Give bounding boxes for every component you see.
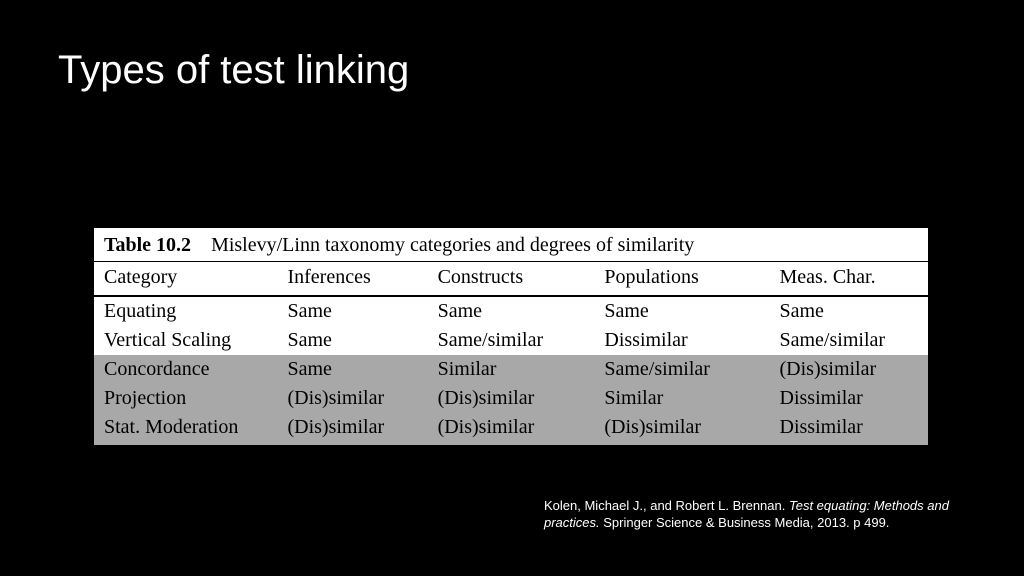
- cell: Same: [770, 296, 929, 326]
- slide-title: Types of test linking: [58, 48, 409, 93]
- table-row: Stat. Moderation (Dis)similar (Dis)simil…: [94, 413, 928, 446]
- table-row: Equating Same Same Same Same: [94, 296, 928, 326]
- cell: (Dis)similar: [770, 355, 929, 384]
- cell: Similar: [428, 355, 595, 384]
- cell: (Dis)similar: [277, 384, 427, 413]
- cell: Dissimilar: [770, 384, 929, 413]
- col-inferences: Inferences: [277, 262, 427, 297]
- table-row: Concordance Same Similar Same/similar (D…: [94, 355, 928, 384]
- col-meas-char: Meas. Char.: [770, 262, 929, 297]
- col-constructs: Constructs: [428, 262, 595, 297]
- col-populations: Populations: [594, 262, 769, 297]
- cell: Stat. Moderation: [94, 413, 277, 446]
- cell: Same/similar: [428, 326, 595, 355]
- cell: (Dis)similar: [428, 384, 595, 413]
- table-caption: Table 10.2 Mislevy/Linn taxonomy categor…: [94, 228, 928, 261]
- table-header-row: Category Inferences Constructs Populatio…: [94, 262, 928, 297]
- taxonomy-table: Category Inferences Constructs Populatio…: [94, 261, 928, 446]
- citation: Kolen, Michael J., and Robert L. Brennan…: [544, 497, 964, 532]
- cell: Same: [428, 296, 595, 326]
- table-caption-text: Mislevy/Linn taxonomy categories and deg…: [211, 234, 694, 256]
- cell: Similar: [594, 384, 769, 413]
- cell: Equating: [94, 296, 277, 326]
- cell: Same/similar: [770, 326, 929, 355]
- col-category: Category: [94, 262, 277, 297]
- cell: (Dis)similar: [277, 413, 427, 446]
- cell: Same/similar: [594, 355, 769, 384]
- cell: Dissimilar: [594, 326, 769, 355]
- table-caption-label: Table 10.2: [104, 234, 191, 256]
- citation-rest: Springer Science & Business Media, 2013.…: [600, 515, 890, 530]
- cell: Same: [277, 296, 427, 326]
- cell: Concordance: [94, 355, 277, 384]
- cell: Same: [594, 296, 769, 326]
- cell: Same: [277, 355, 427, 384]
- cell: Dissimilar: [770, 413, 929, 446]
- cell: (Dis)similar: [428, 413, 595, 446]
- table-row: Vertical Scaling Same Same/similar Dissi…: [94, 326, 928, 355]
- cell: Same: [277, 326, 427, 355]
- cell: (Dis)similar: [594, 413, 769, 446]
- table-caption-spacer: [196, 234, 206, 256]
- citation-authors: Kolen, Michael J., and Robert L. Brennan…: [544, 498, 789, 513]
- cell: Vertical Scaling: [94, 326, 277, 355]
- table-container: Table 10.2 Mislevy/Linn taxonomy categor…: [94, 228, 928, 446]
- cell: Projection: [94, 384, 277, 413]
- table-row: Projection (Dis)similar (Dis)similar Sim…: [94, 384, 928, 413]
